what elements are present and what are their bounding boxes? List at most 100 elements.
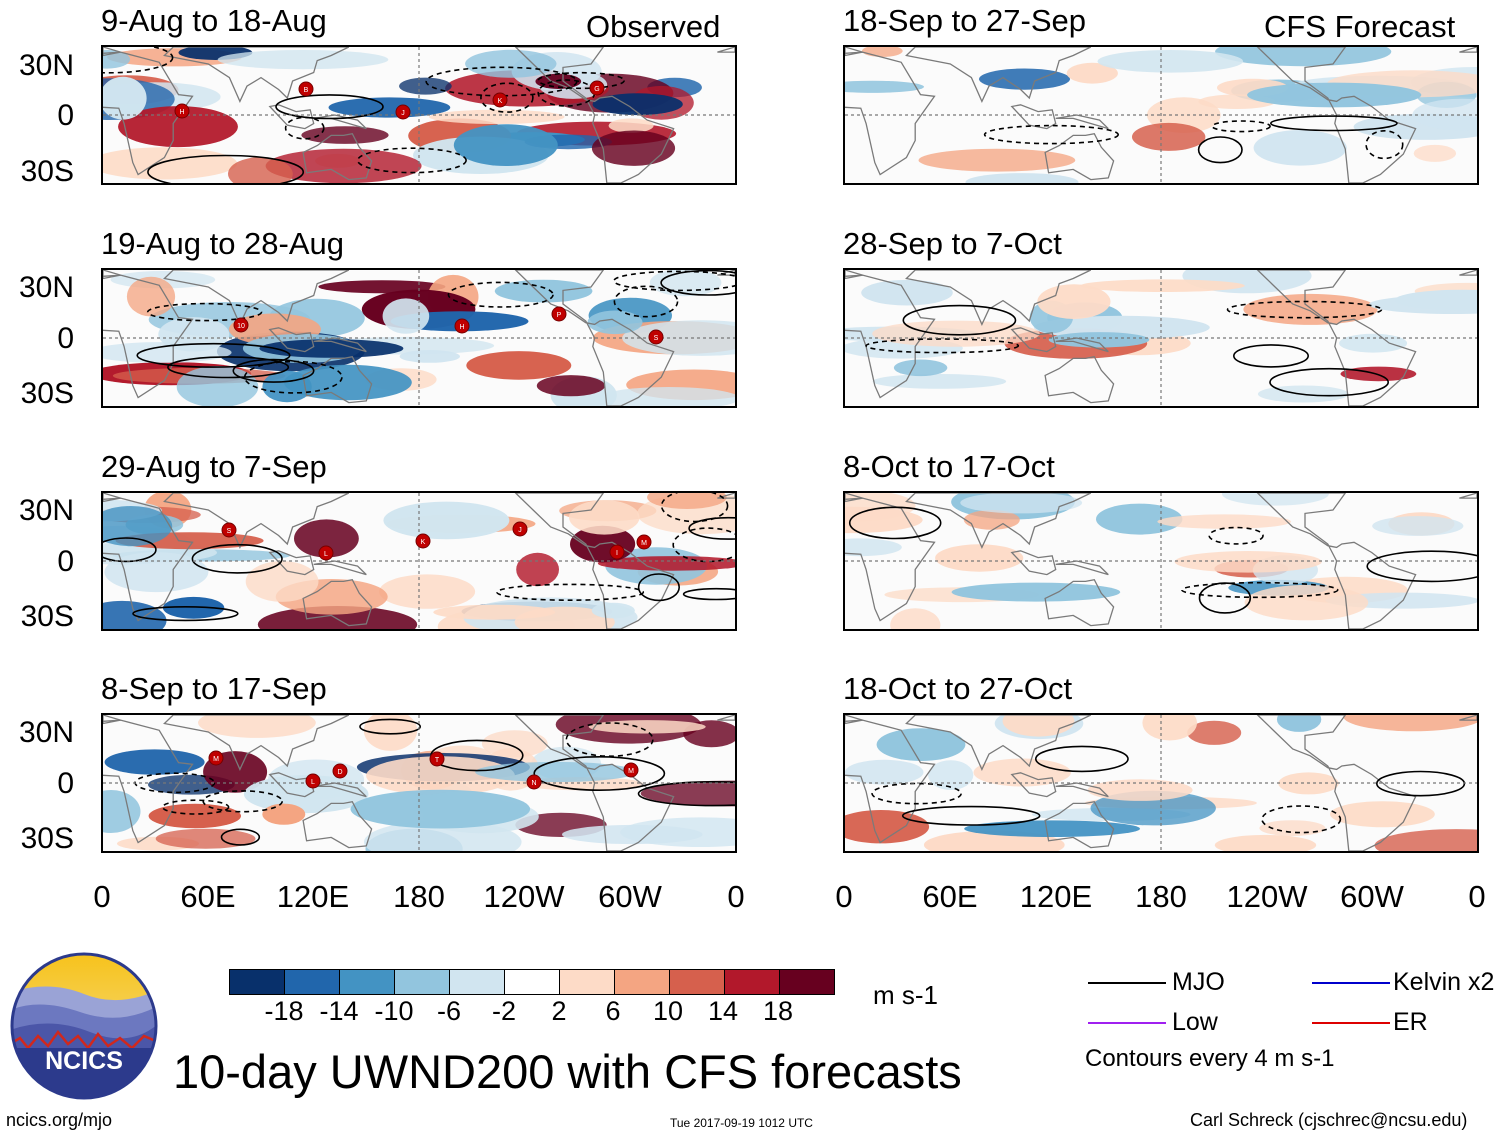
- coastline: [268, 104, 315, 130]
- lon-label: 180: [1135, 879, 1187, 914]
- anomaly-blob: [1157, 514, 1291, 529]
- lon-label: 120E: [1019, 879, 1093, 914]
- mjo-contour: [220, 828, 261, 846]
- coastline: [302, 800, 373, 849]
- map-field: [845, 47, 1477, 183]
- colorbar-tick: 6: [605, 996, 621, 1026]
- storm-marker: L: [305, 773, 321, 789]
- anomaly-blob: [383, 501, 510, 540]
- anomaly-blob: [217, 50, 389, 70]
- main-title: 10-day UWND200 with CFS forecasts: [173, 1045, 962, 1098]
- coastline: [302, 132, 373, 181]
- storm-marker: L: [318, 545, 334, 561]
- mjo-contour: [132, 605, 239, 622]
- anomaly-blob: [148, 803, 241, 829]
- anomaly-blob: [935, 544, 1024, 572]
- mjo-contour: [848, 506, 942, 540]
- coastline: [103, 51, 194, 176]
- map-field: H P S 10: [103, 270, 735, 406]
- lat-label-eq: 0: [57, 99, 74, 132]
- anomaly-blob: [245, 561, 319, 602]
- storm-marker: N: [526, 774, 542, 790]
- forecast-map-panel[interactable]: [843, 268, 1479, 408]
- coastline: [905, 270, 1092, 326]
- forecast-panel-title-2: 28-Sep to 7-Oct: [843, 226, 1062, 261]
- coastline: [845, 497, 936, 622]
- coastline: [313, 560, 367, 576]
- ncics-logo[interactable]: NCICS: [10, 952, 158, 1100]
- anomaly-blob: [1142, 715, 1197, 741]
- mjo-contour: [147, 154, 305, 183]
- anomaly-blob: [1002, 715, 1075, 737]
- anomaly-blob: [1080, 279, 1245, 292]
- storm-label: T: [435, 757, 440, 764]
- coastline: [717, 270, 735, 276]
- anomaly-blob: [228, 157, 293, 183]
- colorbar-tick: 14: [707, 996, 739, 1026]
- storm-label: I: [616, 550, 618, 557]
- anomaly-blob: [118, 106, 238, 148]
- observed-panel-title-1: 9-Aug to 18-Aug: [101, 3, 327, 38]
- mjo-contour: [1226, 300, 1383, 319]
- mjo-contour: [447, 281, 554, 308]
- forecast-map-panel[interactable]: [843, 713, 1479, 853]
- mjo-contour: [660, 270, 735, 296]
- anomaly-blob: [328, 97, 451, 118]
- colorbar-bin-10: [725, 970, 780, 994]
- lon-label: 60W: [598, 879, 662, 914]
- mjo-contour: [136, 342, 291, 368]
- anomaly-blob: [162, 596, 225, 619]
- coastline: [514, 47, 675, 183]
- coastline: [845, 274, 936, 399]
- lat-label-30n: 30N: [18, 271, 74, 304]
- observed-map-panel[interactable]: M S L K J I: [101, 491, 737, 631]
- coastline: [1055, 782, 1109, 798]
- coastline: [905, 47, 1092, 103]
- anomaly-blob: [453, 124, 558, 166]
- storm-label: M: [213, 756, 219, 763]
- observed-map-panel[interactable]: D T N M M L: [101, 713, 737, 853]
- storm-marker: K: [492, 92, 508, 108]
- observed-map-panel[interactable]: B J K G H: [101, 45, 737, 185]
- map-field: [845, 270, 1477, 406]
- anomaly-blob: [1339, 333, 1408, 353]
- source-url[interactable]: ncics.org/mjo: [6, 1110, 113, 1130]
- anomaly-blob: [640, 780, 735, 807]
- ncics-logo-graphic: [10, 952, 158, 1100]
- colorbar-bin-7: [560, 970, 615, 994]
- anomaly-blob: [366, 756, 515, 796]
- anomaly-blob: [845, 538, 902, 557]
- map-field: M S L K J I: [103, 493, 735, 629]
- mjo-contour: [1198, 582, 1252, 614]
- anomaly-blob: [350, 789, 531, 829]
- anomaly-blob: [1276, 715, 1322, 732]
- coastline: [103, 719, 194, 844]
- anomaly-blob: [155, 828, 256, 849]
- coastline: [1055, 337, 1109, 353]
- anomaly-blob: [176, 366, 259, 406]
- lat-label-eq: 0: [57, 767, 74, 800]
- mjo-contour: [637, 781, 735, 807]
- anomaly-blob: [951, 582, 1121, 602]
- storm-label: J: [518, 527, 522, 534]
- observed-map-panel[interactable]: H P S 10: [101, 268, 737, 408]
- anomaly-blob: [960, 493, 1083, 514]
- anomaly-blob: [1097, 50, 1244, 73]
- forecast-panel-title-3: 8-Oct to 17-Oct: [843, 449, 1055, 484]
- lat-label-eq: 0: [57, 322, 74, 355]
- forecast-map-panel[interactable]: [843, 45, 1479, 185]
- storm-marker: M: [636, 534, 652, 550]
- coastline: [103, 715, 121, 725]
- colorbar-bin-1: [230, 970, 285, 994]
- lon-label: 120E: [276, 879, 350, 914]
- forecast-map-panel[interactable]: [843, 491, 1479, 631]
- anomaly-blob: [259, 339, 404, 358]
- anomaly-blob: [918, 148, 1076, 172]
- anomaly-blob: [1253, 130, 1347, 166]
- forecast-label: CFS Forecast: [1264, 9, 1456, 44]
- legend-label-er: ER: [1393, 1008, 1428, 1036]
- anomaly-blob: [979, 68, 1070, 90]
- mjo-contour: [533, 755, 666, 792]
- storm-marker: H: [454, 318, 470, 334]
- colorbar-tick: -6: [436, 996, 462, 1026]
